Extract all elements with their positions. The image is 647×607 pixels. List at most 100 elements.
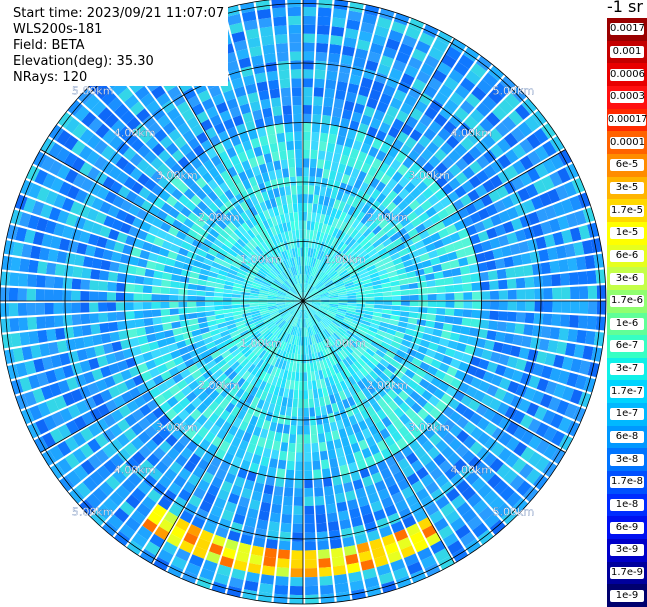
range-gate-cell — [527, 451, 543, 467]
range-gate-cell — [504, 149, 519, 164]
range-gate-cell — [337, 455, 347, 467]
range-gate-cell — [331, 227, 339, 238]
range-gate-cell — [489, 519, 506, 536]
range-gate-cell — [313, 194, 319, 205]
range-gate-cell — [308, 194, 314, 204]
range-gate-cell — [432, 328, 443, 337]
range-gate-cell — [555, 245, 567, 259]
range-gate-cell — [337, 291, 347, 296]
colorbar-tick-label: 0.0003 — [610, 91, 645, 104]
range-gate-cell — [351, 275, 362, 282]
range-gate-cell — [180, 206, 192, 218]
range-gate-cell — [283, 177, 291, 187]
range-gate-cell — [223, 432, 235, 444]
range-gate-cell — [415, 193, 427, 205]
range-gate-cell — [85, 347, 97, 359]
range-gate-cell — [532, 473, 549, 490]
range-ring-label: 2.00km — [366, 211, 408, 224]
range-gate-cell — [206, 463, 219, 476]
range-gate-cell — [263, 382, 272, 393]
range-gate-cell — [301, 309, 303, 319]
range-gate-cell — [221, 261, 232, 269]
range-gate-cell — [287, 451, 296, 462]
range-gate-cell — [520, 414, 534, 429]
range-gate-cell — [422, 174, 435, 187]
range-gate-cell — [181, 108, 195, 122]
range-gate-cell — [596, 301, 606, 315]
range-gate-cell — [337, 308, 347, 313]
range-gate-cell — [297, 283, 301, 293]
range-gate-cell — [263, 317, 273, 324]
range-gate-cell — [255, 245, 264, 255]
range-gate-cell — [420, 62, 435, 77]
range-gate-cell — [336, 285, 346, 290]
range-gate-cell — [354, 48, 369, 60]
range-gate-cell — [561, 301, 571, 314]
range-gate-cell — [470, 63, 487, 79]
range-gate-cell — [97, 403, 111, 417]
range-gate-cell — [506, 232, 518, 245]
range-gate-cell — [240, 294, 250, 299]
range-gate-cell — [273, 404, 281, 415]
range-gate-cell — [118, 404, 132, 418]
range-gate-cell — [369, 443, 380, 456]
range-gate-cell — [124, 302, 134, 311]
range-gate-cell — [587, 222, 599, 238]
range-gate-cell — [355, 306, 366, 311]
range-gate-cell — [516, 301, 526, 312]
azimuth-spoke — [151, 300, 304, 564]
range-gate-cell — [337, 327, 347, 335]
range-gate-cell — [120, 110, 135, 125]
range-gate-cell — [258, 304, 268, 308]
range-gate-cell — [399, 316, 409, 323]
range-gate-cell — [411, 414, 423, 426]
range-gate-cell — [329, 335, 337, 345]
range-gate-cell — [191, 124, 204, 137]
range-gate-cell — [234, 143, 245, 155]
range-gate-cell — [262, 419, 271, 431]
range-gate-cell — [289, 248, 294, 258]
range-gate-cell — [62, 277, 73, 289]
range-gate-cell — [345, 553, 359, 565]
range-gate-cell — [447, 251, 458, 261]
range-gate-cell — [308, 266, 312, 276]
range-gate-cell — [303, 389, 309, 400]
range-gate-cell — [353, 281, 364, 287]
range-gate-cell — [564, 403, 578, 419]
range-gate-cell — [482, 72, 499, 88]
range-gate-cell — [396, 267, 407, 275]
range-gate-cell — [477, 328, 488, 339]
range-gate-cell — [480, 291, 491, 300]
range-gate-cell — [271, 376, 279, 386]
range-gate-cell — [214, 416, 226, 429]
range-gate-cell — [407, 317, 418, 325]
range-gate-cell — [259, 287, 270, 292]
range-gate-cell — [306, 354, 310, 364]
range-gate-cell — [325, 314, 334, 321]
range-gate-cell — [160, 301, 170, 309]
range-gate-cell — [303, 247, 306, 257]
range-gate-cell — [171, 149, 185, 162]
range-gate-cell — [476, 155, 490, 169]
range-gate-cell — [440, 502, 455, 517]
range-gate-cell — [308, 389, 314, 399]
range-gate-cell — [305, 585, 319, 596]
range-gate-cell — [317, 222, 324, 233]
range-gate-cell — [63, 265, 74, 277]
range-gate-cell — [31, 200, 45, 216]
range-gate-cell — [286, 268, 292, 278]
range-gate-cell — [86, 150, 101, 166]
range-gate-cell — [307, 275, 312, 285]
range-gate-cell — [325, 254, 332, 264]
range-gate-cell — [182, 263, 193, 272]
range-gate-cell — [427, 365, 438, 376]
range-gate-cell — [169, 301, 179, 308]
range-gate-cell — [464, 115, 479, 130]
range-gate-cell — [246, 351, 256, 361]
range-gate-cell — [311, 293, 320, 298]
range-gate-cell — [379, 273, 389, 280]
range-gate-cell — [324, 280, 333, 287]
range-gate-cell — [331, 259, 339, 268]
range-gate-cell — [326, 313, 335, 319]
range-gate-cell — [398, 425, 410, 438]
